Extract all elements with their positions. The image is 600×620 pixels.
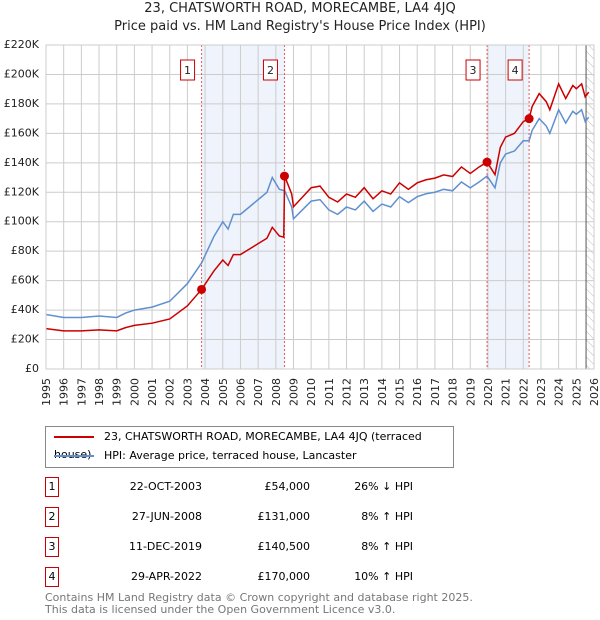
transaction-row: 4 29-APR-2022 £170,000 10% ↑ HPI [45,567,413,587]
transaction-row: 3 11-DEC-2019 £140,500 8% ↑ HPI [45,537,413,557]
y-tick-label: £140K [4,156,40,169]
y-tick-label: £220K [4,38,40,51]
plot-border [45,44,595,370]
y-tick-label: £120K [4,185,40,198]
sale-label: 2 [267,64,274,77]
x-tick-label: 2006 [234,378,247,406]
sale-label-box [180,59,196,81]
y-tick-label: £160K [4,126,40,139]
x-tick-label: 2000 [128,378,141,406]
sale-date: 27-JUN-2008 [131,510,202,523]
sale-point [279,171,289,181]
subtitle-line: Price paid vs. HM Land Registry's House … [114,19,486,34]
y-tick-label: £180K [4,97,40,110]
sale-marker-label: 3 [45,537,59,557]
x-tick-label: 2023 [535,378,548,406]
sale-label: 3 [470,64,477,77]
sale-point [197,284,207,294]
x-tick-label: 1996 [58,378,71,406]
sale-price: £54,000 [264,480,311,493]
x-tick-label: 1999 [111,378,124,406]
x-tick-label: 2004 [199,378,212,406]
x-tick-label: 1995 [40,378,53,406]
sale-date: 22-OCT-2003 [129,480,202,493]
sale-price: £140,500 [257,540,311,553]
x-tick-label: 2008 [270,378,283,406]
sale-marker-label: 2 [45,507,59,527]
x-tick-label: 2022 [517,378,530,406]
price-chart: 1995 1996 1997 1998 1999 2000 2001 2002 2003 2004… [4,38,600,406]
sale-marker-label: 4 [45,567,59,587]
x-tick-label: 2012 [341,378,354,406]
x-tick-label: 2013 [358,378,371,406]
sale-point [482,157,492,167]
x-tick-label: 2007 [252,378,265,406]
y-tick-label: £20K [11,333,40,346]
sale-marker-label: 1 [45,477,59,497]
y-tick-label: £80K [11,244,40,257]
hpi-diff: 8% ↑ HPI [361,510,413,523]
shaded-period [201,45,285,369]
x-tick-label: 2002 [164,378,177,406]
hpi-diff: 10% ↑ HPI [354,570,413,583]
shaded-period [487,45,530,369]
x-tick-label: 2010 [305,378,318,406]
y-tick-label: £200K [4,67,40,80]
property-line [45,81,590,332]
x-tick-label: 2018 [447,378,460,406]
x-tick-label: 2015 [394,378,407,406]
sale-label: 4 [512,64,519,77]
chart-title: 23, CHATSWORTH ROAD, MORECAMBE, LA4 4JQ P… [0,0,600,36]
sale-date: 11-DEC-2019 [128,540,202,553]
sale-date: 29-APR-2022 [130,570,202,583]
hpi-line [45,107,590,319]
y-tick-label: £60K [11,274,40,287]
transaction-row: 1 22-OCT-2003 £54,000 26% ↓ HPI [45,477,413,497]
legend-item-property: 23, CHATSWORTH ROAD, MORECAMBE, LA4 4JQ … [54,428,453,461]
x-tick-label: 2019 [464,378,477,406]
x-tick-label: 1998 [93,378,106,406]
transaction-row: 2 27-JUN-2008 £131,000 8% ↑ HPI [45,507,413,527]
title-line: 23, CHATSWORTH ROAD, MORECAMBE, LA4 4JQ [144,1,456,16]
y-tick-label: £40K [11,303,40,316]
hpi-diff: 8% ↑ HPI [361,540,413,553]
sale-price: £170,000 [257,570,311,583]
hpi-diff: 26% ↓ HPI [354,480,413,493]
sale-price: £131,000 [257,510,311,523]
legend-item-hpi: HPI: Average price, terraced house, Lanc… [54,447,356,465]
x-tick-label: 2003 [181,378,194,406]
x-tick-label: 2011 [323,378,336,406]
sale-label-box [507,59,523,81]
sale-point [524,114,534,124]
x-tick-label: 2001 [146,378,159,406]
x-tick-label: 2026 [588,378,600,406]
x-tick-label: 2024 [553,378,566,406]
forecast-hatch [586,45,594,369]
sale-label-box [465,59,481,81]
legend: 23, CHATSWORTH ROAD, MORECAMBE, LA4 4JQ … [45,426,454,468]
x-tick-label: 2016 [411,378,424,406]
x-tick-label: 2005 [217,378,230,406]
y-tick-label: £0 [25,362,39,375]
x-tick-label: 1997 [75,378,88,406]
x-tick-label: 2020 [482,378,495,406]
sale-label-box [262,59,278,81]
sale-label: 1 [184,64,191,77]
x-tick-label: 2017 [429,378,442,406]
x-tick-label: 2021 [500,378,513,406]
x-tick-label: 2025 [570,378,583,406]
x-tick-label: 2014 [376,378,389,406]
y-tick-label: £100K [4,215,40,228]
footer: Contains HM Land Registry data © Crown c… [45,591,473,616]
x-tick-label: 2009 [287,378,300,406]
